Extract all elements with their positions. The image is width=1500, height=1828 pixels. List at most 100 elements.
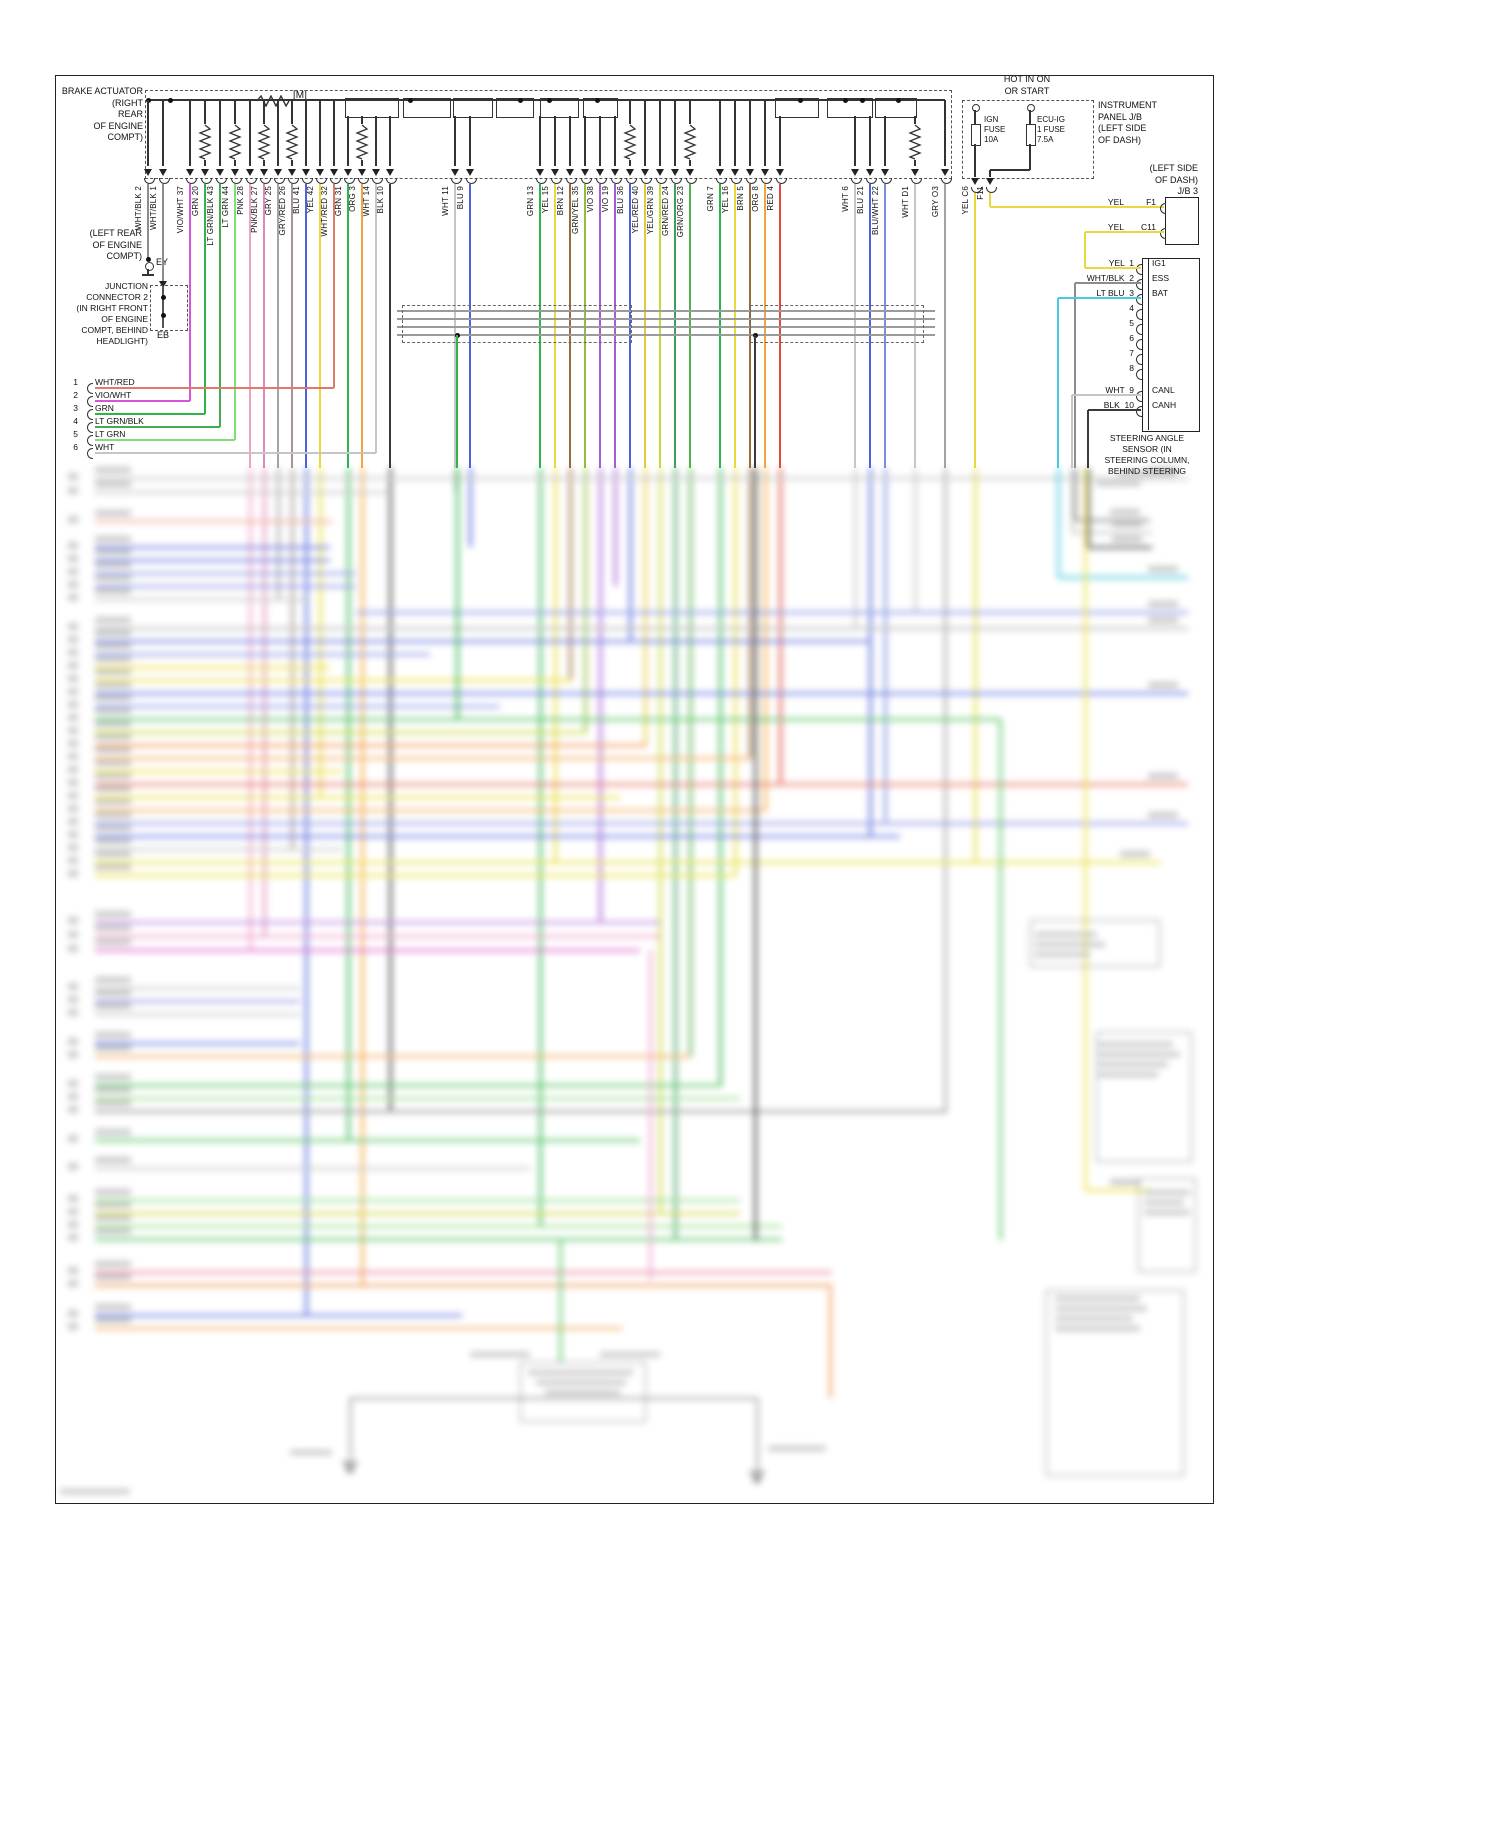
- wire-vertical: [629, 160, 631, 166]
- solenoid-coil-symbol: [257, 124, 271, 160]
- wire-vertical: [375, 184, 377, 453]
- connector-socket-icon: [610, 178, 622, 184]
- connector-socket-icon: [230, 178, 242, 184]
- wire-color-label: WHT/BLK 2: [134, 186, 143, 231]
- wire-vertical: [361, 184, 363, 468]
- wire-vertical: [734, 100, 736, 166]
- connector-socket-icon: [685, 178, 697, 184]
- connector-socket-icon: [357, 178, 369, 184]
- arrow-down-icon: [274, 169, 282, 176]
- arrow-down-icon: [186, 169, 194, 176]
- wire-vertical: [1071, 395, 1073, 468]
- valve-block: [827, 98, 873, 118]
- jb3-pin-id: F1: [1146, 197, 1156, 207]
- wire-color-label: WHT D1: [901, 186, 910, 218]
- wire-vertical: [914, 184, 916, 468]
- junction-connector-2-box: [150, 285, 188, 331]
- wire-vertical: [456, 335, 458, 468]
- connector-socket-icon: [465, 178, 477, 184]
- wire-vertical: [263, 100, 265, 124]
- valve-block: [403, 98, 451, 118]
- connector-socket-icon: [850, 178, 862, 184]
- wire-vertical: [944, 184, 946, 468]
- connector-socket-icon: [315, 178, 327, 184]
- connector-socket-icon: [1136, 294, 1142, 305]
- wire-vertical: [263, 160, 265, 166]
- sensor-pin-label: 4: [1129, 303, 1134, 313]
- connector-socket-icon: [550, 178, 562, 184]
- connector-socket-icon: [1136, 279, 1142, 290]
- wire-vertical: [884, 116, 886, 166]
- wire-vertical: [584, 184, 586, 468]
- wire-vertical: [291, 160, 293, 166]
- connector-socket-icon: [450, 178, 462, 184]
- junction-dot: [797, 97, 803, 103]
- arrow-down-icon: [288, 169, 296, 176]
- junction-dot: [160, 312, 166, 318]
- wire-horizontal: [95, 426, 220, 428]
- arrow-down-icon: [159, 281, 167, 288]
- wire-color-label: GRN 31: [334, 186, 343, 217]
- pin-number: 4: [73, 416, 78, 426]
- wire-color-label: YEL: [1107, 222, 1124, 232]
- wire-vertical: [249, 100, 251, 166]
- wire-horizontal: [990, 169, 1030, 171]
- wire-color-label: VIO/WHT: [95, 390, 132, 400]
- connector-socket-icon: [655, 178, 667, 184]
- connector-socket-icon: [940, 178, 952, 184]
- wire-vertical: [234, 184, 236, 440]
- wire-vertical: [347, 184, 349, 468]
- sensor-pin-label: BLK 10: [1103, 400, 1134, 410]
- wire-color-label: WHT/RED 32: [320, 186, 329, 237]
- arrow-down-icon: [626, 169, 634, 176]
- wire-vertical: [749, 100, 751, 166]
- connector-socket-icon: [1136, 339, 1142, 350]
- wire-color-label: WHT 14: [362, 186, 371, 217]
- wire-color-label: BLU 41: [292, 186, 301, 214]
- wire-vertical: [764, 100, 766, 166]
- wire-vertical: [454, 184, 456, 468]
- wire-color-label: YEL 16: [721, 186, 730, 214]
- brake-actuator-label: BRAKE ACTUATOR (RIGHT REAR OF ENGINE COM…: [61, 86, 143, 142]
- sensor-terminal-name: BAT: [1152, 288, 1168, 298]
- connector-socket-icon: [385, 178, 397, 184]
- wire-color-label: F11: [976, 186, 985, 200]
- wire-vertical: [234, 100, 236, 124]
- wire-vertical: [974, 144, 976, 177]
- bundle-wire: [397, 334, 935, 336]
- pin-number: 2: [73, 390, 78, 400]
- wire-color-label: BLU 36: [616, 186, 625, 214]
- valve-block: [583, 98, 618, 118]
- instrument-panel-jb-box: [962, 100, 1094, 179]
- wire-color-label: BRN 5: [736, 186, 745, 211]
- wire-color-label: LT GRN: [95, 429, 126, 439]
- wire-vertical: [291, 184, 293, 468]
- connector-socket-icon: [200, 178, 212, 184]
- connector-socket-icon: [910, 178, 922, 184]
- wire-color-label: BRN 12: [556, 186, 565, 216]
- connector-socket-icon: [87, 409, 93, 420]
- connector-socket-icon: [215, 178, 227, 184]
- wire-color-label: ORG 3: [348, 186, 357, 212]
- connector-socket-icon: [1136, 324, 1142, 335]
- solenoid-coil-symbol: [228, 124, 242, 160]
- bundle-wire: [397, 310, 935, 312]
- arrow-down-icon: [986, 178, 994, 185]
- wire-horizontal: [1058, 297, 1141, 299]
- wire-color-label: WHT/BLK 1: [149, 186, 158, 231]
- wire-vertical: [263, 184, 265, 468]
- wire-vertical: [361, 160, 363, 166]
- arrow-down-icon: [566, 169, 574, 176]
- wire-vertical: [869, 184, 871, 468]
- motor-symbol-label: [M]: [293, 90, 307, 101]
- wire-color-label: YEL 15: [541, 186, 550, 214]
- wire-vertical: [277, 184, 279, 468]
- resistor-symbol: [256, 94, 290, 108]
- wire-vertical: [189, 100, 191, 166]
- wire-color-label: ORG 8: [751, 186, 760, 212]
- wire-vertical: [599, 116, 601, 166]
- wire-vertical: [454, 116, 456, 166]
- wire-horizontal: [95, 413, 205, 415]
- arrow-down-icon: [851, 169, 859, 176]
